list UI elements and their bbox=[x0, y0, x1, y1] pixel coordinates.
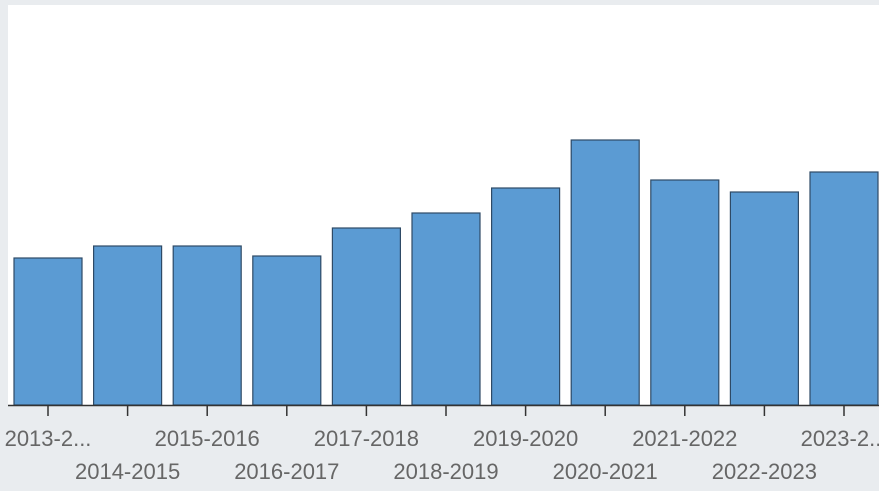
x-tick-label: 2014-2015 bbox=[75, 459, 180, 484]
bar bbox=[13, 257, 83, 406]
bar bbox=[491, 187, 561, 406]
bar bbox=[650, 179, 720, 406]
bar bbox=[92, 245, 163, 406]
x-tick-label: 2020-2021 bbox=[553, 459, 658, 484]
bar bbox=[809, 171, 879, 406]
x-tick-label: 2016-2017 bbox=[234, 459, 339, 484]
x-tick-label: 2019-2020 bbox=[473, 426, 578, 451]
bar bbox=[172, 245, 242, 406]
x-tick-label: 2022-2023 bbox=[712, 459, 817, 484]
bar bbox=[570, 139, 640, 406]
x-tick-label: 2015-2016 bbox=[155, 426, 260, 451]
x-tick-label: 2013-2... bbox=[5, 426, 92, 451]
x-tick-label: 2017-2018 bbox=[314, 426, 419, 451]
bar bbox=[331, 227, 401, 406]
bar bbox=[729, 191, 800, 406]
x-tick-label: 2023-2... bbox=[801, 426, 879, 451]
bar bbox=[252, 255, 322, 406]
x-tick-label: 2021-2022 bbox=[632, 426, 737, 451]
x-tick-label: 2018-2019 bbox=[393, 459, 498, 484]
bar bbox=[411, 212, 481, 406]
